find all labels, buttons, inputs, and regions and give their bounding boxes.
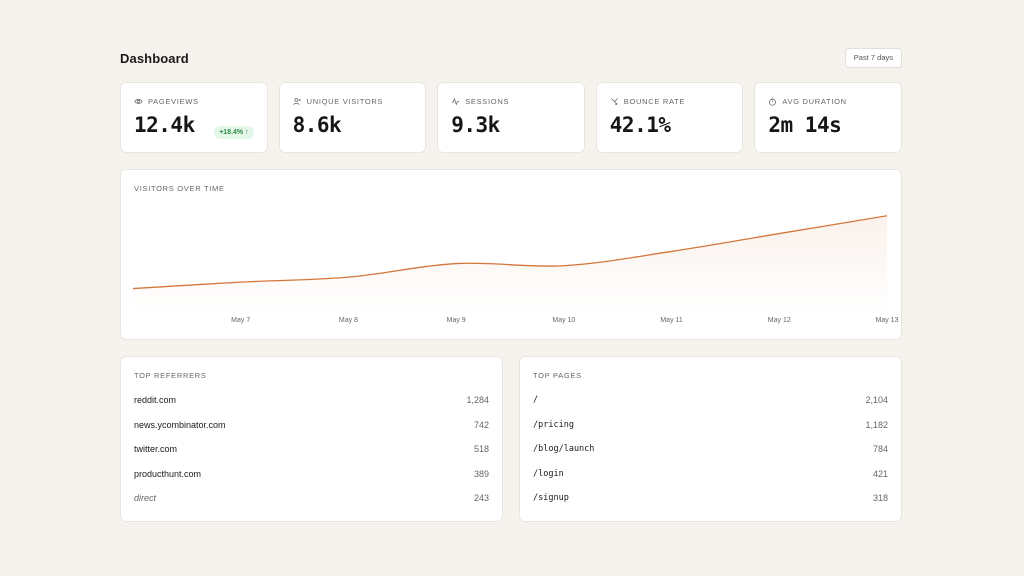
page-row[interactable]: / 2,104 [533, 388, 888, 413]
top-referrers-card: TOP REFERRERS reddit.com 1,284 news.ycomb… [120, 356, 503, 522]
x-tick-label: May 11 [660, 317, 683, 324]
stat-label: AVG DURATION [782, 96, 847, 106]
visitors-chart: May 7 May 8 May 9 May 10 May 11 May 12 May 13 [132, 215, 899, 324]
referrer-name: news.ycombinator.com [134, 419, 226, 430]
stat-value: 9.3k [451, 113, 500, 137]
stat-value: 2m 14s [768, 113, 842, 137]
referrer-count: 518 [473, 444, 489, 455]
x-tick-label: May 9 [447, 317, 466, 324]
referrer-row[interactable]: twitter.com 518 [134, 437, 489, 462]
stat-value: 8.6k [292, 113, 342, 137]
x-tick-label: May 8 [339, 317, 358, 324]
pages-title: TOP PAGES [533, 371, 582, 380]
referrer-row[interactable]: direct 243 [134, 486, 489, 511]
page-row[interactable]: /blog/launch 784 [533, 437, 888, 462]
stat-label: PAGEVIEWS [148, 96, 199, 106]
referrers-title: TOP REFERRERS [134, 371, 207, 380]
trend-badge: +18.4% ↑ [214, 126, 254, 139]
bottom-lists: TOP REFERRERS reddit.com 1,284 news.ycomb… [120, 356, 902, 522]
referrer-count: 389 [473, 468, 489, 479]
bounce-icon [611, 97, 618, 105]
x-tick-label: May 10 [552, 317, 575, 324]
eye-icon [134, 98, 143, 104]
page-row[interactable]: /login 421 [533, 462, 888, 487]
x-tick-label: May 7 [231, 317, 250, 324]
page-row[interactable]: /signup 318 [533, 486, 888, 511]
referrer-row[interactable]: news.ycombinator.com 742 [134, 413, 489, 438]
users-icon [292, 97, 301, 105]
page-count: 2,104 [865, 395, 888, 406]
x-tick-label: May 13 [876, 317, 899, 324]
referrer-count: 742 [473, 419, 489, 430]
stat-card-unique-visitors: UNIQUE VISITORS 8.6k [278, 82, 427, 153]
page-path: /pricing [533, 419, 574, 430]
page-path: / [533, 395, 539, 406]
activity-icon [451, 97, 460, 106]
page-title: Dashboard [120, 50, 189, 66]
referrer-row[interactable]: producthunt.com 389 [134, 462, 489, 487]
timer-icon [769, 97, 777, 106]
referrer-name: producthunt.com [134, 468, 202, 479]
referrer-name: twitter.com [134, 444, 178, 455]
stat-label: UNIQUE VISITORS [306, 96, 384, 106]
stat-label: SESSIONS [465, 96, 510, 106]
page-count: 318 [872, 493, 888, 504]
stat-card-avg-duration: AVG DURATION 2m 14s [754, 82, 902, 153]
page-count: 1,182 [865, 419, 888, 430]
stat-value: 42.1% [609, 113, 671, 137]
date-range-button[interactable]: Past 7 days [844, 48, 902, 68]
page-path: /blog/launch [533, 444, 595, 455]
stats-row: PAGEVIEWS 12.4k +18.4% ↑ UNIQUE VISITORS… [120, 82, 902, 153]
page-count: 784 [872, 444, 888, 455]
stat-card-bounce-rate: BOUNCE RATE 42.1% [595, 82, 744, 153]
referrer-name: direct [134, 493, 157, 504]
dashboard-page: Dashboard Past 7 days PAGEVIEWS 12.4k +1… [120, 48, 902, 522]
stat-card-pageviews: PAGEVIEWS 12.4k +18.4% ↑ [120, 82, 268, 153]
chart-line [132, 215, 888, 290]
page-count: 421 [872, 468, 888, 479]
page-row[interactable]: /pricing 1,182 [533, 413, 888, 438]
page-path: /login [533, 468, 564, 479]
referrer-count: 1,284 [466, 395, 489, 406]
top-pages-card: TOP PAGES / 2,104 /pricing 1,182 /blog/lau… [519, 356, 902, 522]
referrer-row[interactable]: reddit.com 1,284 [134, 388, 489, 413]
x-axis-ticks: May 7 May 8 May 9 May 10 May 11 May 12 May 13 [231, 317, 898, 324]
referrer-count: 243 [473, 493, 489, 504]
chart-title: VISITORS OVER TIME [134, 184, 225, 193]
x-tick-label: May 12 [768, 317, 791, 324]
visitors-chart-card: May 7 May 8 May 9 May 10 May 11 May 12 May 13 … [120, 169, 902, 340]
stat-value: 12.4k [134, 113, 195, 137]
stat-label: BOUNCE RATE [623, 96, 686, 106]
chart-area [133, 215, 887, 312]
header: Dashboard Past 7 days [120, 48, 902, 68]
stat-card-sessions: SESSIONS 9.3k [437, 82, 585, 153]
referrer-name: reddit.com [134, 395, 177, 406]
page-path: /signup [533, 493, 569, 504]
